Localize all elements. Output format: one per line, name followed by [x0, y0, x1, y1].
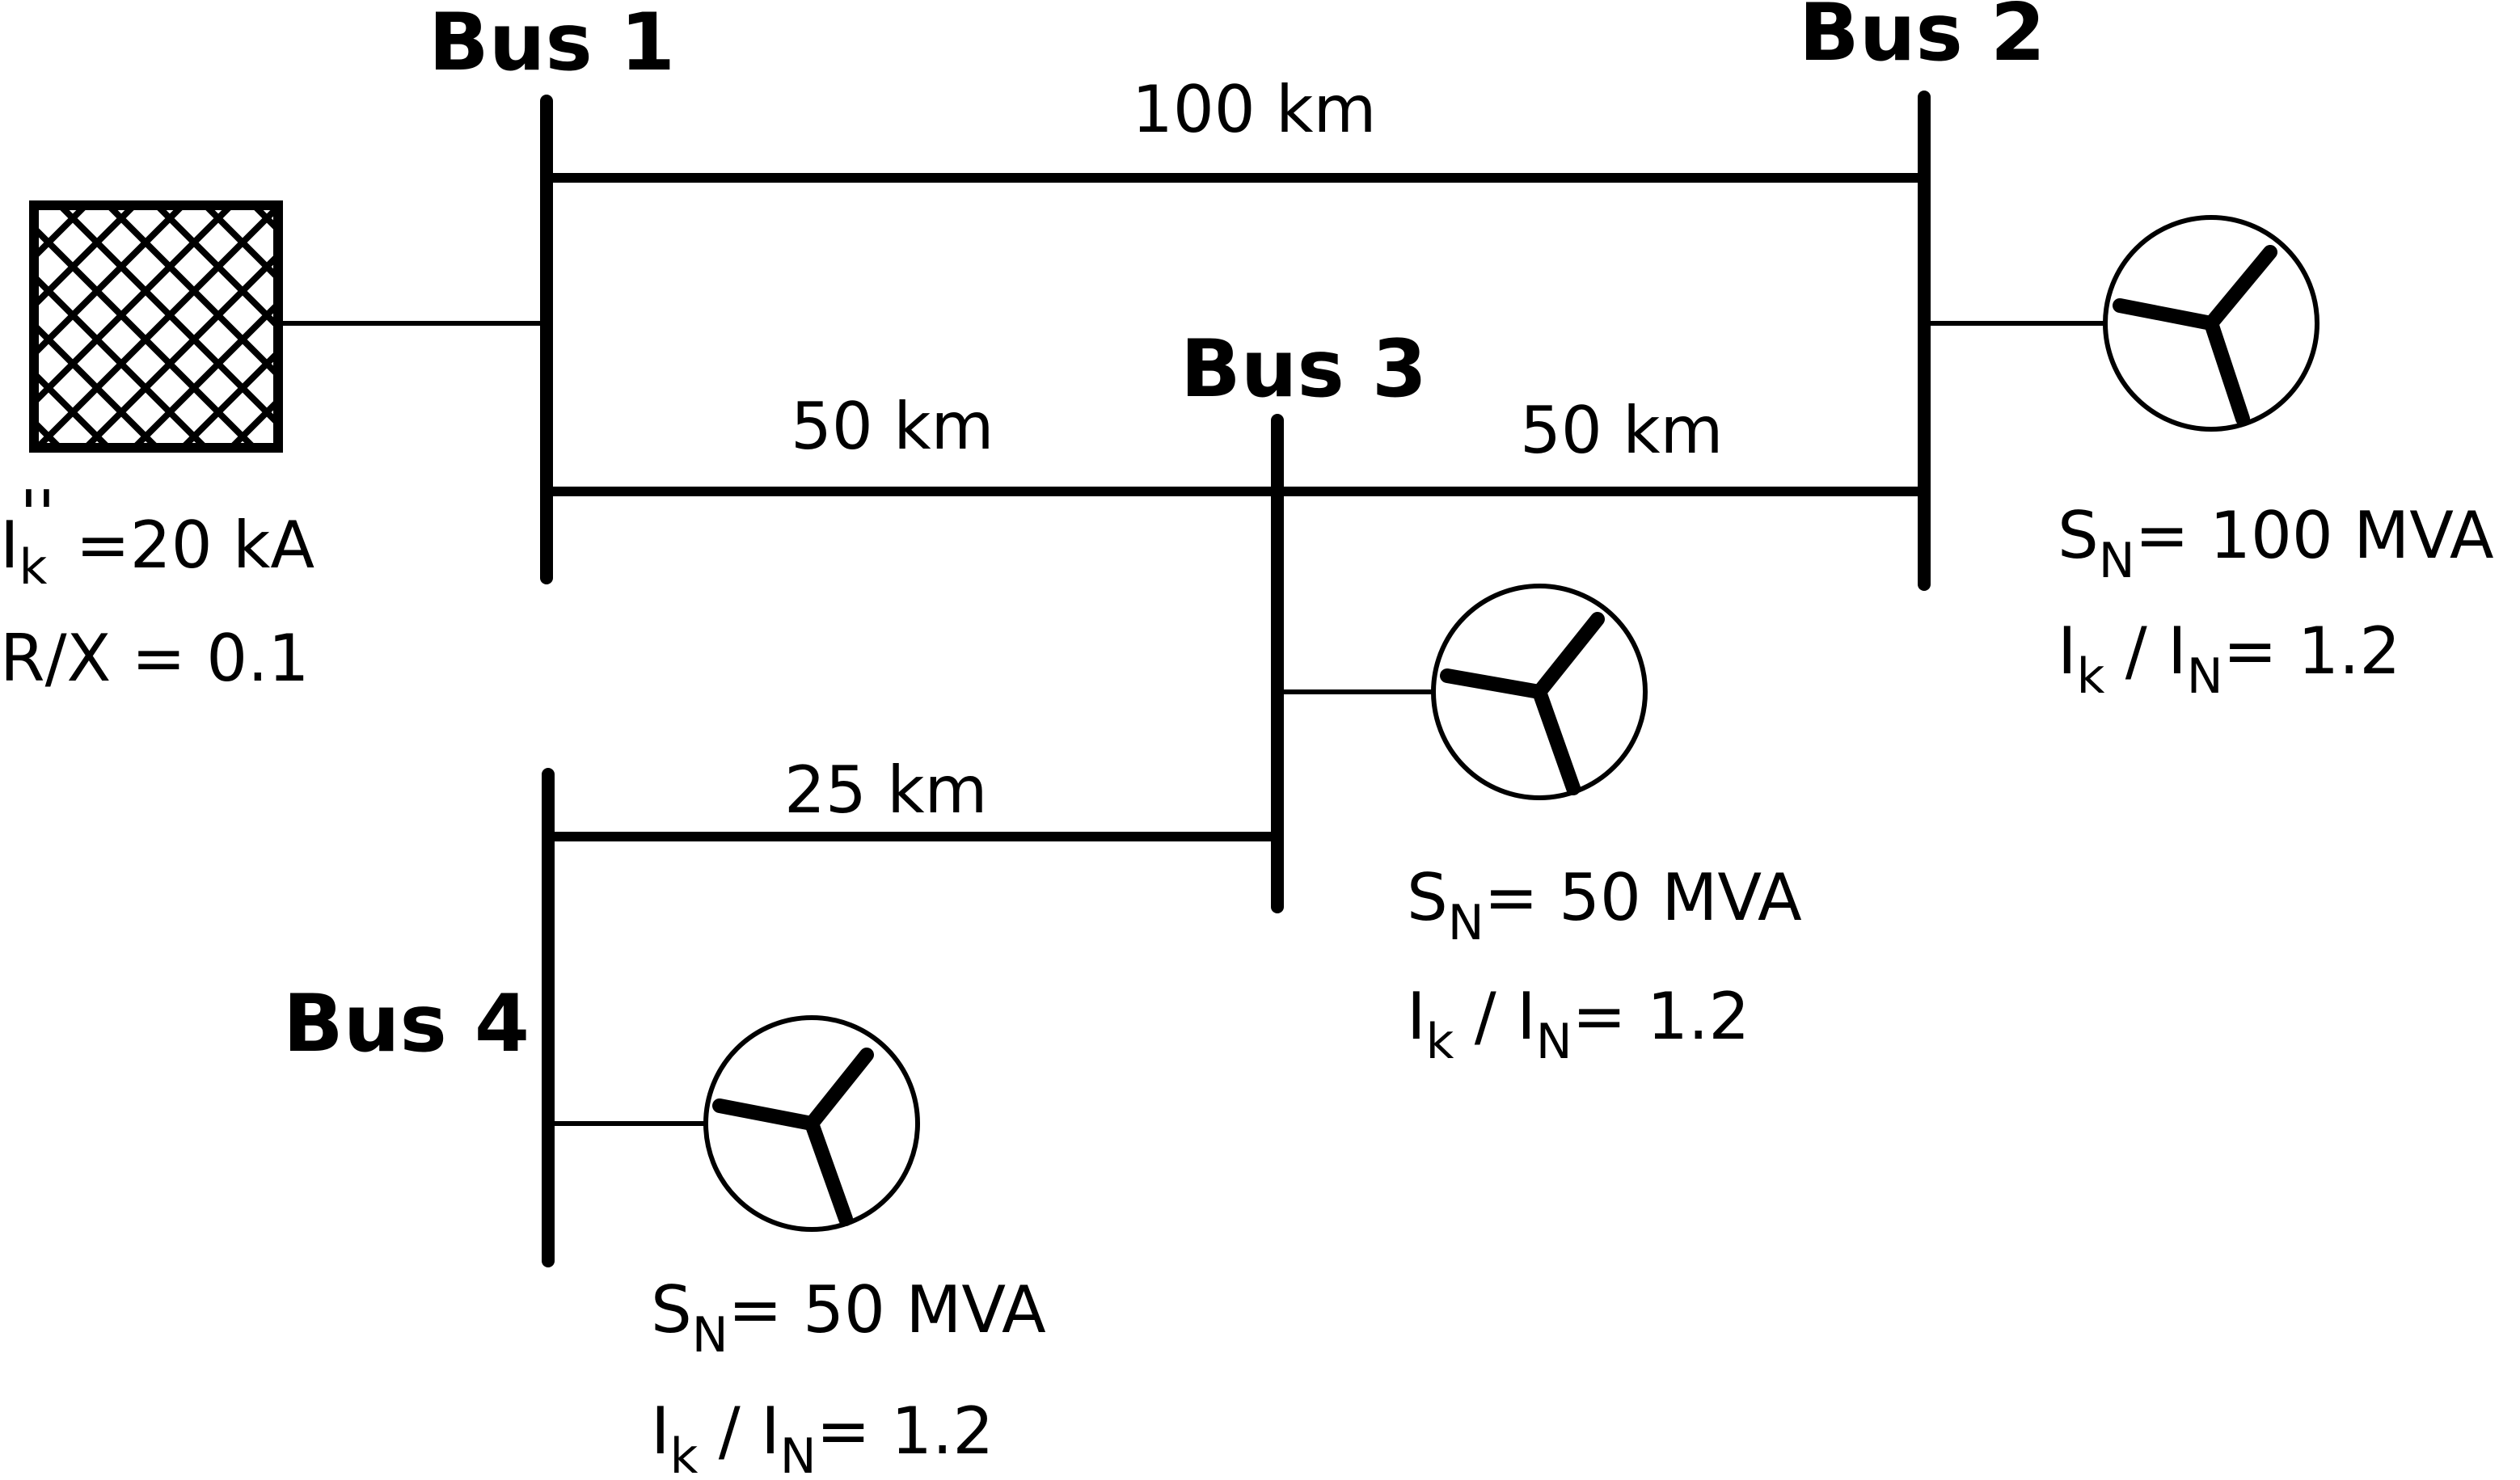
external-grid [29, 200, 547, 453]
turbine-icon [1440, 612, 1605, 795]
gen-bus4-rating: SN= 50 MVA [651, 1272, 1046, 1364]
gen-bus2-current-ratio: Ik / IN= 1.2 [2058, 614, 2400, 705]
length-bus1-bus2: 100 km [1132, 72, 1376, 147]
gen-bus3-current-ratio: Ik / IN= 1.2 [1407, 979, 1750, 1070]
length-bus4-bus3: 25 km [784, 753, 987, 828]
bus2-label: Bus 2 [1799, 0, 2045, 79]
grid-rx-ratio: R/X = 0.1 [0, 621, 309, 696]
gen-bus2-rating: SN= 100 MVA [2058, 498, 2494, 589]
bus3-label: Bus 3 [1180, 323, 1427, 415]
length-bus1-bus3: 50 km [791, 389, 994, 464]
bus1-label: Bus 1 [428, 0, 675, 89]
generator-bus2 [1924, 215, 2319, 432]
bus4-label: Bus 4 [283, 978, 530, 1070]
length-bus3-bus2: 50 km [1520, 393, 1723, 468]
generator-bus4 [548, 1015, 920, 1232]
grid-short-circuit-current: Ik'' =20 kA [0, 477, 314, 596]
gen-bus4-current-ratio: Ik / IN= 1.2 [651, 1394, 994, 1480]
gen-bus3-rating: SN= 50 MVA [1407, 860, 1802, 951]
generator-bus3 [1277, 584, 1648, 800]
turbine-icon [2113, 245, 2277, 426]
turbine-icon [712, 1048, 874, 1226]
